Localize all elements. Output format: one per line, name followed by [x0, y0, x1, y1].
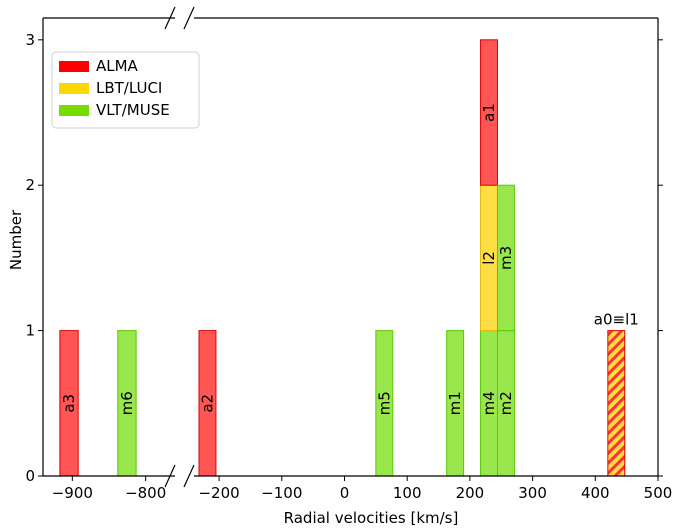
- x-tick-label: −900: [52, 484, 93, 502]
- legend-swatch: [59, 61, 89, 72]
- axes-layer: −900 −800 −200 −100 0 100 200 300 400 500 0 1 2 3: [25, 6, 673, 502]
- x-tick-label: 400: [581, 484, 610, 502]
- x-tick-label: −800: [125, 484, 166, 502]
- axis-break-top: [183, 6, 195, 30]
- bar-label-a1: a1: [480, 103, 498, 122]
- legend: ALMA LBT/LUCI VLT/MUSE: [51, 51, 200, 129]
- legend-swatch: [59, 105, 89, 116]
- x-tick-label: 0: [340, 484, 350, 502]
- hatched-bar-0: [607, 330, 626, 477]
- bar-label-m5: m5: [375, 391, 393, 415]
- bar-label-m6: m6: [118, 391, 136, 415]
- x-tick-label: 100: [393, 484, 422, 502]
- bar-label-m2: m2: [497, 391, 515, 415]
- axis-break-bottom: [164, 464, 176, 488]
- bar-label-a3: a3: [60, 394, 78, 413]
- y-tick-label: 2: [25, 176, 35, 194]
- y-tick-label: 1: [25, 322, 35, 340]
- legend-label: ALMA: [96, 57, 139, 75]
- x-tick-label: −200: [198, 484, 239, 502]
- axis-break-top: [164, 6, 176, 30]
- bar-label-m1: m1: [446, 391, 464, 415]
- axis-break-bottom: [183, 464, 195, 488]
- legend-label: VLT/MUSE: [96, 101, 170, 119]
- bar-m3: [496, 184, 515, 332]
- x-tick-label: 300: [518, 484, 547, 502]
- legend-label: LBT/LUCI: [96, 79, 162, 97]
- bar-label-m3: m3: [497, 246, 515, 270]
- legend-swatch: [59, 83, 89, 94]
- bars-layer: a3 m6 a2 m5 m1 m4 l2 a1 m2 m3 a0≡l1: [59, 39, 639, 477]
- bar-label-m4: m4: [480, 391, 498, 415]
- y-tick-label: 3: [25, 31, 35, 49]
- x-tick-label: −100: [261, 484, 302, 502]
- hatched-bar-label: a0≡l1: [594, 311, 639, 329]
- bar-label-l2: l2: [480, 251, 498, 265]
- x-tick-label: 200: [456, 484, 485, 502]
- y-axis-title: Number: [7, 209, 25, 270]
- x-axis-title: Radial velocities [km/s]: [284, 509, 459, 527]
- x-tick-label: 500: [644, 484, 673, 502]
- bar-label-a2: a2: [198, 394, 216, 413]
- bar-a1: [480, 39, 498, 186]
- y-tick-label: 0: [25, 467, 35, 485]
